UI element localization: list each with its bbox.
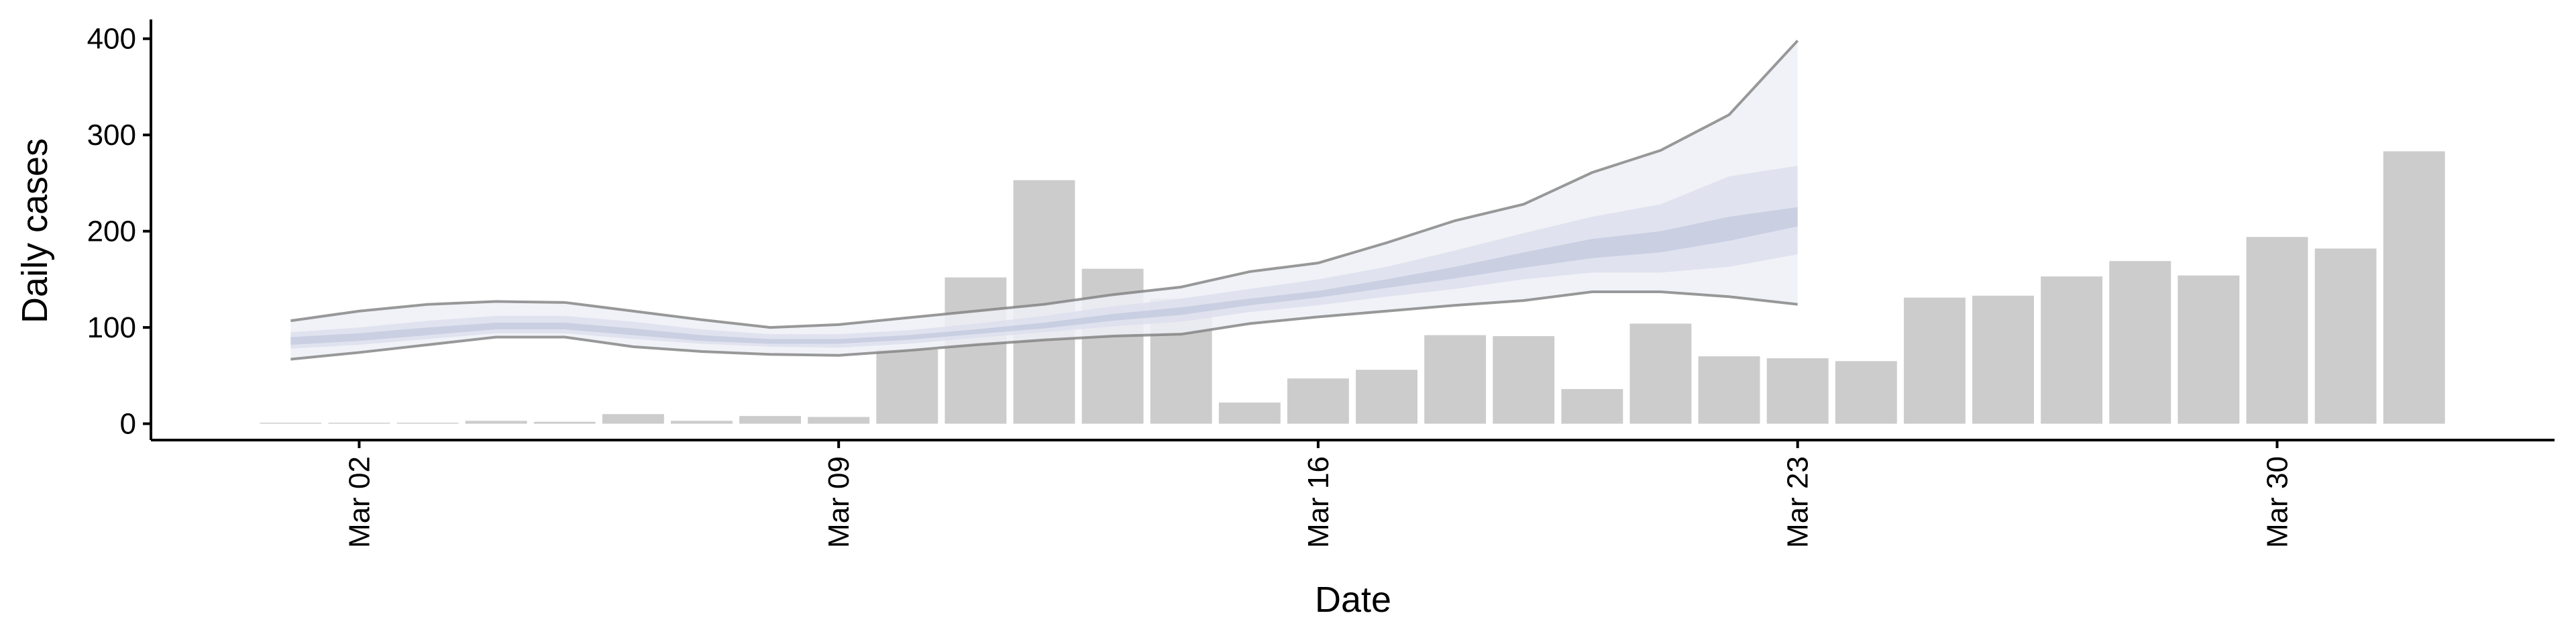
ribbon <box>290 207 1798 345</box>
bar <box>876 350 938 424</box>
x-tick-label: Mar 30 <box>2261 456 2294 548</box>
bar <box>2314 248 2377 424</box>
y-tick-label: 100 <box>87 311 136 344</box>
bar <box>1629 323 1692 424</box>
x-tick-label: Mar 23 <box>1782 456 1815 548</box>
bar <box>1561 388 1623 424</box>
bound-line <box>290 40 1799 329</box>
bar <box>1424 335 1487 424</box>
x-tick-label: Mar 16 <box>1302 456 1335 548</box>
x-tick-label: Mar 09 <box>822 456 855 548</box>
bar <box>1835 361 1897 424</box>
y-tick-label: 200 <box>87 215 136 248</box>
y-tick-label: 400 <box>87 23 136 56</box>
bar <box>1972 295 2034 424</box>
x-tick-label: Mar 02 <box>343 456 376 548</box>
bar <box>533 421 596 424</box>
y-tick-label: 300 <box>87 119 136 152</box>
bar <box>2041 276 2103 424</box>
bar <box>2178 275 2240 424</box>
bound-line <box>290 290 1798 361</box>
bar <box>671 421 733 424</box>
bar <box>945 277 1007 424</box>
bar <box>739 416 802 424</box>
bar <box>602 414 664 424</box>
bar <box>1287 378 1349 424</box>
y-axis-title: Daily cases <box>15 138 55 323</box>
y-tick-label: 0 <box>120 408 136 441</box>
bar <box>2246 237 2308 424</box>
x-axis-title: Date <box>1315 580 1391 620</box>
bar <box>1698 356 1760 424</box>
bar <box>1493 336 1555 424</box>
bar <box>465 421 527 424</box>
bar <box>1766 358 1829 424</box>
bar <box>2109 261 2171 424</box>
bar <box>1218 402 1281 424</box>
bar <box>1356 370 1417 424</box>
bar <box>808 417 870 424</box>
bar <box>1903 297 1966 424</box>
bar <box>2383 151 2445 424</box>
